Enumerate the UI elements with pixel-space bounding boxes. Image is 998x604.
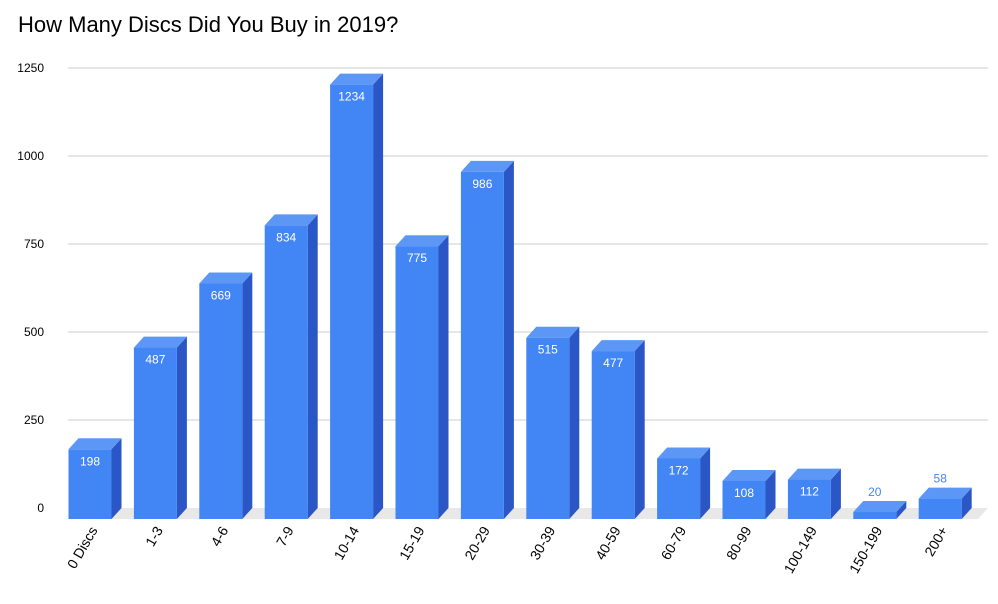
- y-tick-label: 1250: [17, 61, 44, 75]
- bar-top: [133, 336, 187, 348]
- bar-top: [68, 438, 122, 450]
- bar: [657, 458, 701, 519]
- bar-side: [373, 73, 384, 519]
- bar-side: [569, 326, 580, 519]
- x-tick-label: 200+: [921, 524, 951, 559]
- x-tick-label: 15-19: [396, 523, 428, 562]
- bar-side: [765, 469, 776, 519]
- bar-side: [307, 214, 318, 519]
- x-tick-label: 60-79: [657, 523, 689, 562]
- y-tick-label: 0: [37, 501, 44, 515]
- x-tick-label: 10-14: [330, 523, 362, 562]
- y-tick-label: 500: [24, 325, 44, 339]
- bar-value-label: 477: [603, 356, 623, 370]
- bar-side: [700, 447, 711, 519]
- bar-side: [503, 160, 514, 520]
- bar: [787, 479, 831, 519]
- bar: [133, 347, 177, 519]
- bar-top: [787, 468, 841, 480]
- bar-top: [395, 235, 449, 247]
- bar: [591, 351, 635, 519]
- x-tick-label: 20-29: [461, 523, 493, 562]
- bar-value-label: 986: [472, 177, 492, 191]
- bar-top: [657, 447, 711, 459]
- chart-title: How Many Discs Did You Buy in 2019?: [18, 12, 399, 37]
- bar: [395, 246, 439, 519]
- x-tick-label: 4-6: [207, 523, 231, 549]
- bar-value-label: 58: [934, 472, 948, 486]
- bar-top: [460, 160, 514, 172]
- bar-side: [896, 500, 907, 519]
- bar: [853, 511, 897, 519]
- bar-top: [526, 326, 580, 338]
- y-tick-label: 750: [24, 237, 44, 251]
- bar-value-label: 834: [276, 230, 296, 244]
- bar: [330, 84, 374, 519]
- bar-side: [634, 340, 645, 519]
- bar-side: [176, 336, 187, 519]
- bar: [264, 225, 308, 519]
- bar-top: [853, 500, 907, 512]
- bar-top: [199, 272, 253, 284]
- bar-side: [438, 235, 449, 519]
- bar-side: [961, 487, 972, 519]
- bar-side: [242, 272, 253, 519]
- bar: [526, 337, 570, 519]
- bar-value-label: 775: [407, 251, 427, 265]
- bar-value-label: 112: [800, 485, 819, 499]
- bar-top: [918, 487, 972, 499]
- x-tick-label: 40-59: [592, 523, 624, 562]
- bar-top: [264, 214, 318, 226]
- x-tick-label: 7-9: [273, 523, 297, 549]
- bar-top: [330, 73, 384, 85]
- bar-side: [830, 468, 841, 519]
- bar-side: [111, 438, 122, 519]
- x-tick-label: 0 Discs: [64, 524, 101, 572]
- bar-top: [722, 469, 776, 481]
- bar: [68, 449, 112, 519]
- bar: [918, 498, 962, 519]
- bar-value-label: 487: [145, 353, 165, 367]
- bar-value-label: 108: [734, 486, 754, 500]
- bar: [722, 480, 766, 519]
- bar-value-label: 20: [868, 485, 882, 499]
- bar: [460, 171, 504, 520]
- y-tick-label: 250: [24, 413, 44, 427]
- x-tick-label: 30-39: [527, 523, 559, 562]
- y-tick-label: 1000: [17, 149, 44, 163]
- x-tick-label: 80-99: [723, 523, 755, 562]
- bar-value-label: 669: [211, 289, 231, 303]
- x-tick-label: 1-3: [142, 523, 166, 549]
- bar: [199, 283, 243, 519]
- x-tick-label: 100-149: [780, 523, 820, 576]
- bar-value-label: 515: [538, 343, 558, 357]
- bar-top: [591, 340, 645, 352]
- bar-value-label: 1234: [338, 90, 365, 104]
- x-tick-label: 150-199: [846, 523, 886, 576]
- bar-value-label: 172: [669, 463, 689, 477]
- bar-value-label: 198: [80, 454, 100, 468]
